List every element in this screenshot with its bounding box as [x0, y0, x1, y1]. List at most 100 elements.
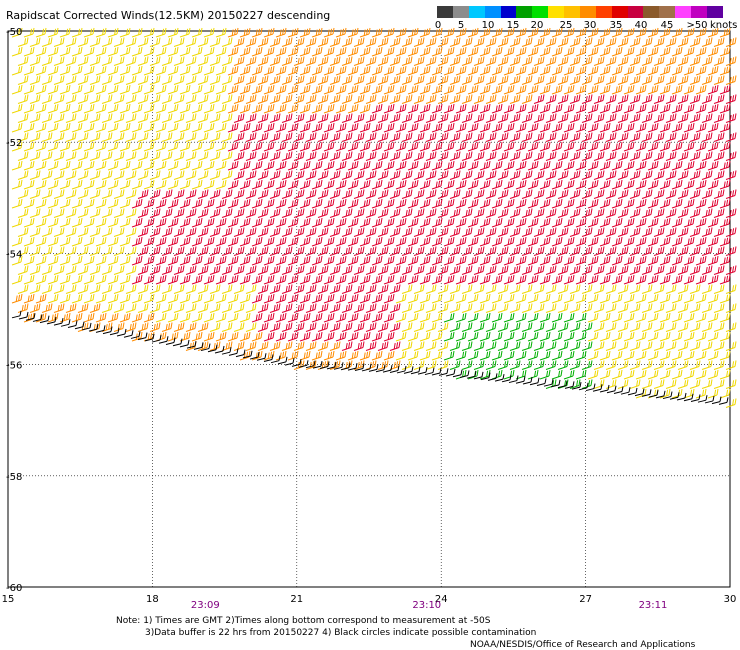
wind-barb [281, 37, 293, 47]
wind-barb [65, 284, 77, 294]
wind-barb [341, 284, 353, 294]
wind-barb [527, 312, 539, 323]
wind-barb [287, 236, 299, 247]
wind-barb [269, 75, 281, 85]
wind-barb [647, 103, 659, 114]
wind-barb [89, 208, 101, 218]
wind-barb [299, 65, 311, 76]
wind-barb [305, 56, 317, 66]
wind-barb [671, 27, 683, 38]
wind-barb [611, 369, 623, 380]
wind-barb [551, 46, 563, 57]
wind-barb [239, 255, 251, 266]
wind-barb [527, 369, 539, 380]
wind-barb [29, 113, 41, 123]
wind-barb [533, 208, 545, 218]
wind-barb [299, 331, 311, 342]
wind-barb [107, 84, 119, 95]
wind-barb [275, 255, 287, 266]
wind-barb [107, 103, 119, 114]
wind-barb [605, 322, 617, 332]
wind-barb [395, 27, 407, 38]
wind-barb [407, 103, 419, 114]
wind-barb [569, 113, 581, 123]
wind-barb [629, 132, 641, 142]
wind-barb [137, 227, 149, 237]
wind-barb [545, 208, 557, 218]
wind-barb [53, 151, 65, 161]
wind-barb [29, 94, 41, 104]
wind-barb [317, 341, 329, 351]
wind-barb [41, 227, 53, 237]
wind-barb [353, 303, 365, 313]
wind-barb [89, 56, 101, 66]
wind-barb [467, 331, 479, 342]
wind-barb [155, 236, 167, 247]
wind-barb [239, 122, 251, 133]
wind-barb [527, 84, 539, 95]
wind-barb [95, 27, 107, 38]
wind-barb [629, 37, 641, 47]
wind-barb [341, 189, 353, 199]
wind-barb [281, 189, 293, 199]
wind-barb [101, 189, 113, 199]
wind-barb [575, 255, 587, 266]
wind-barb [95, 84, 107, 95]
wind-barb [167, 27, 179, 38]
wind-barb [389, 37, 401, 47]
wind-barb [563, 369, 575, 380]
wind-barb [11, 160, 23, 171]
wind-barb [299, 27, 311, 38]
edge-barb [333, 362, 344, 370]
wind-barb [137, 303, 149, 313]
wind-barb [35, 198, 47, 209]
wind-barb [245, 284, 257, 294]
wind-barb [173, 132, 185, 142]
wind-barb [449, 360, 461, 370]
wind-barb [371, 179, 383, 190]
wind-barb [455, 179, 467, 190]
wind-barb [359, 27, 371, 38]
wind-barb [641, 56, 653, 66]
wind-barb [593, 360, 605, 370]
wind-barb [575, 84, 587, 95]
wind-barb [557, 56, 569, 66]
wind-barb [89, 132, 101, 142]
colorbar-label: 45 [660, 20, 674, 31]
wind-barb [377, 341, 389, 351]
wind-barb [479, 103, 491, 114]
wind-barb [377, 132, 389, 142]
wind-barb [185, 208, 197, 218]
wind-barb [677, 151, 689, 161]
wind-barb [413, 151, 425, 161]
wind-barb [497, 75, 509, 85]
wind-barb [29, 75, 41, 85]
wind-barb [269, 322, 281, 332]
wind-barb [635, 350, 647, 361]
wind-barb [593, 132, 605, 142]
wind-barb [347, 236, 359, 247]
wind-barb [149, 170, 161, 180]
wind-barb [581, 322, 593, 332]
wind-barb [299, 350, 311, 361]
wind-barb [467, 198, 479, 209]
wind-barb [359, 141, 371, 152]
edge-barb [270, 355, 281, 364]
colorbar-label: 40 [634, 20, 648, 31]
wind-barb [17, 37, 29, 47]
wind-barb [503, 350, 515, 361]
wind-barb [35, 46, 47, 57]
wind-barb [695, 141, 707, 152]
wind-barb [683, 369, 695, 380]
wind-barb [155, 217, 167, 228]
wind-barb [479, 274, 491, 285]
wind-barb [137, 208, 149, 218]
wind-barb [197, 227, 209, 237]
edge-barb [60, 319, 71, 327]
wind-barb [407, 217, 419, 228]
wind-barb [461, 170, 473, 180]
wind-barb [263, 236, 275, 247]
wind-barb [179, 46, 191, 57]
edge-barb [606, 385, 617, 394]
wind-barb [299, 46, 311, 57]
